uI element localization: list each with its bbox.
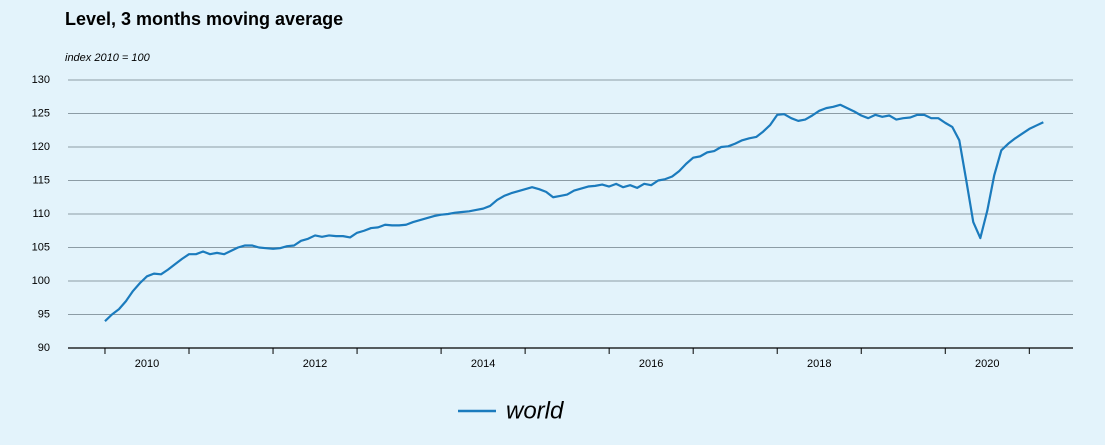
y-tick-label: 95: [38, 308, 50, 320]
y-tick-label: 110: [32, 208, 50, 220]
subtitle: index 2010 = 100: [65, 52, 151, 64]
y-tick-label: 120: [32, 141, 50, 153]
x-tick-label: 2016: [639, 358, 663, 370]
data-line: [104, 103, 1044, 322]
x-tick-label: 2010: [135, 358, 159, 370]
x-tick-label: 2020: [975, 358, 999, 370]
y-tick-label: 115: [32, 174, 50, 186]
x-tick-label: 2014: [471, 358, 495, 370]
y-tick-label: 130: [32, 74, 50, 86]
y-tick-label: 90: [38, 342, 50, 354]
y-tick-label: 100: [32, 275, 50, 287]
x-tick-label: 2018: [807, 358, 831, 370]
x-tick-label: 2012: [303, 358, 327, 370]
legend-label: world: [506, 397, 564, 424]
y-tick-label: 105: [32, 241, 50, 253]
chart-title: Level, 3 months moving average: [65, 9, 343, 29]
y-tick-label: 125: [32, 107, 50, 119]
